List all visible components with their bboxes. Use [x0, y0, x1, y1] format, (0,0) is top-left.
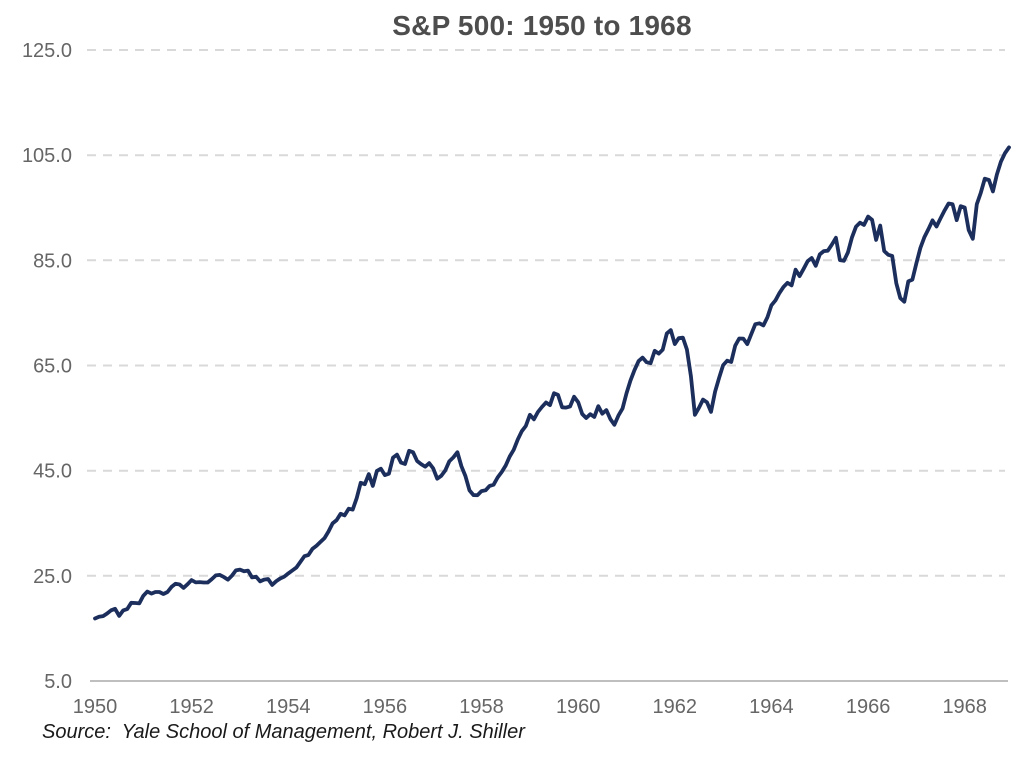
x-tick-label: 1950 — [73, 696, 118, 718]
chart-title: S&P 500: 1950 to 1968 — [392, 10, 692, 41]
x-tick-label: 1966 — [846, 696, 891, 718]
x-tick-label: 1968 — [942, 696, 987, 718]
x-tick-label: 1962 — [653, 696, 698, 718]
y-tick-label: 125.0 — [22, 40, 72, 62]
y-tick-label: 105.0 — [22, 145, 72, 167]
x-tick-label: 1956 — [363, 696, 408, 718]
x-tick-label: 1960 — [556, 696, 601, 718]
x-tick-label: 1954 — [266, 696, 311, 718]
y-tick-label: 25.0 — [33, 566, 72, 588]
y-tick-label: 65.0 — [33, 356, 72, 378]
x-tick-label: 1952 — [169, 696, 214, 718]
x-tick-label: 1958 — [459, 696, 504, 718]
sp500-line-series — [93, 145, 1011, 621]
y-tick-label: 85.0 — [33, 250, 72, 272]
source-note: Source: Yale School of Management, Rober… — [42, 721, 525, 743]
y-tick-label: 45.0 — [33, 461, 72, 483]
x-tick-label: 1964 — [749, 696, 794, 718]
y-tick-label: 5.0 — [44, 671, 72, 693]
